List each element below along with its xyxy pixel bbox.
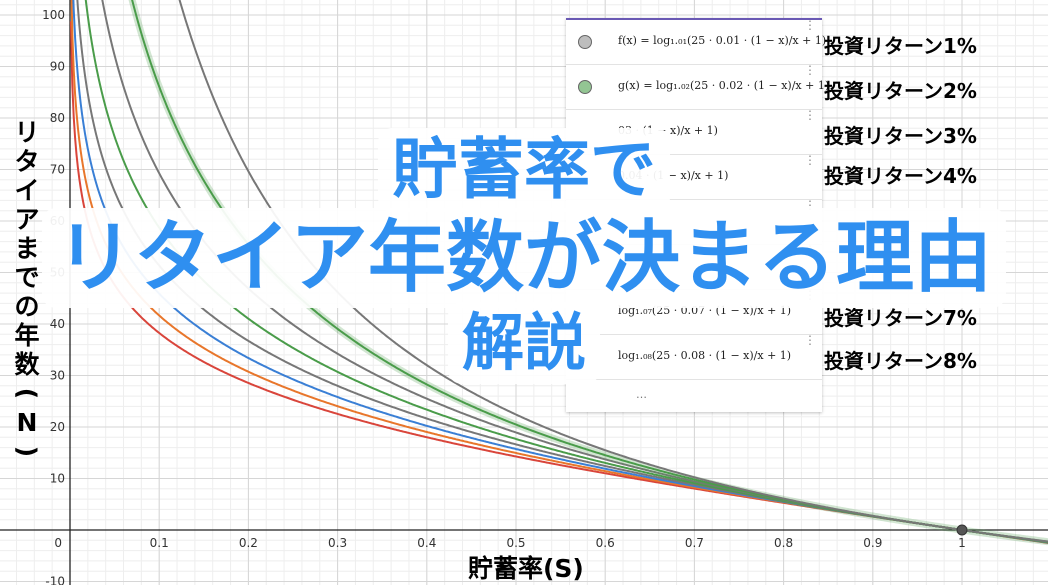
x-tick-label: 0.3 xyxy=(328,536,347,550)
y-tick-label: 70 xyxy=(50,163,65,177)
legend-item: 投資リターン2% xyxy=(824,79,977,103)
algebra-row[interactable]: f(x) = log₁.₀₁(25 · 0.01 · (1 − x)/x + 1… xyxy=(566,18,826,65)
y-tick-label: 40 xyxy=(50,317,65,331)
y-axis-label-char: ア xyxy=(14,205,40,234)
algebra-formula[interactable]: 0.04 · (1 − x)/x + 1) xyxy=(618,169,729,182)
y-tick-label: 90 xyxy=(50,60,65,74)
y-tick-label: -10 xyxy=(45,575,65,585)
algebra-input-placeholder[interactable]: … xyxy=(636,388,647,401)
x-tick-label: 0.6 xyxy=(596,536,615,550)
legend-item: 投資リターン8% xyxy=(824,349,977,373)
algebra-row[interactable]: g(x) = log₁.₀₂(25 · 0.02 · (1 − x)/x + 1… xyxy=(566,63,829,110)
row-menu-icon[interactable]: ⋮ xyxy=(804,288,816,302)
y-tick-label: 10 xyxy=(50,472,65,486)
legend-item: 投資リターン1% xyxy=(824,34,977,58)
x-tick-labels: 0 0.1 0.2 0.3 0.4 0.5 0.6 0.7 0.8 0.9 1 xyxy=(54,536,965,550)
y-axis-label-char: タ xyxy=(14,147,40,176)
y-axis-label-char: イ xyxy=(14,176,40,205)
y-tick-labels: -10 10 20 30 40 50 60 70 80 90 100 xyxy=(42,8,65,585)
legend-item: 投資リターン4% xyxy=(824,164,977,188)
algebra-formula[interactable]: 03 · (1 − x)/x + 1) xyxy=(618,124,718,137)
visibility-toggle-icon[interactable] xyxy=(578,35,592,49)
y-axis-label-char: ま xyxy=(14,234,40,263)
algebra-row[interactable]: ⋮ xyxy=(566,198,822,245)
y-axis-label-char: の xyxy=(14,292,40,321)
x-tick-label: 0.7 xyxy=(685,536,704,550)
legend-item: 投資リターン7% xyxy=(824,306,977,330)
row-menu-icon[interactable]: ⋮ xyxy=(804,18,816,32)
y-axis-label-char: N xyxy=(16,408,38,437)
y-tick-label: 30 xyxy=(50,369,65,383)
y-tick-label: 80 xyxy=(50,111,65,125)
y-axis-label-char: 数 xyxy=(14,350,40,379)
row-menu-icon[interactable]: ⋮ xyxy=(804,333,816,347)
y-axis-label-char: リ xyxy=(14,118,40,147)
algebra-row[interactable]: 0.04 · (1 − x)/x + 1) ⋮ xyxy=(566,153,822,200)
algebra-formula[interactable]: log₁.₀₈(25 · 0.08 · (1 − x)/x + 1) xyxy=(618,349,792,362)
x-tick-label: 0.5 xyxy=(506,536,525,550)
y-tick-label: 100 xyxy=(42,8,65,22)
y-tick-label: 60 xyxy=(50,214,65,228)
x-tick-label: 1 xyxy=(958,536,966,550)
x-tick-label: 0.1 xyxy=(150,536,169,550)
x-tick-label: 0.8 xyxy=(774,536,793,550)
row-menu-icon[interactable]: ⋮ xyxy=(804,63,816,77)
row-menu-icon[interactable]: ⋮ xyxy=(804,153,816,167)
x-tick-label: 0.2 xyxy=(239,536,258,550)
algebra-row[interactable]: log₁.₀₇(25 · 0.07 · (1 − x)/x + 1) ⋮ xyxy=(566,288,822,335)
x-axis-label: 貯蓄率(S) xyxy=(468,554,584,583)
point-marker-dot xyxy=(956,524,968,536)
algebra-formula[interactable]: log₁.₀₇(25 · 0.07 · (1 − x)/x + 1) xyxy=(618,304,792,317)
visibility-toggle-icon[interactable] xyxy=(578,80,592,94)
algebra-row[interactable]: log₁.₀₈(25 · 0.08 · (1 − x)/x + 1) ⋮ xyxy=(566,333,822,380)
algebra-panel[interactable]: f(x) = log₁.₀₁(25 · 0.01 · (1 − x)/x + 1… xyxy=(566,18,829,412)
algebra-formula[interactable]: f(x) = log₁.₀₁(25 · 0.01 · (1 − x)/x + 1… xyxy=(618,34,827,47)
y-axis-label-char: ( xyxy=(12,387,42,400)
legend-item: 投資リターン3% xyxy=(824,124,977,148)
y-axis-label-char: ) xyxy=(12,445,42,458)
point-marker xyxy=(956,524,968,536)
x-tick-label: 0 xyxy=(54,536,62,550)
y-axis-label: リタイアまでの年数 ( N) xyxy=(12,118,42,466)
x-tick-label: 0.4 xyxy=(417,536,436,550)
row-menu-icon[interactable]: ⋮ xyxy=(804,243,816,257)
y-axis-label-char: 年 xyxy=(14,321,40,350)
y-tick-label: 20 xyxy=(50,420,65,434)
row-menu-icon[interactable]: ⋮ xyxy=(804,108,816,122)
algebra-formula[interactable]: g(x) = log₁.₀₂(25 · 0.02 · (1 − x)/x + 1… xyxy=(618,79,830,92)
y-axis-label-char: で xyxy=(14,263,40,292)
y-tick-label: 50 xyxy=(50,266,65,280)
algebra-row[interactable]: 03 · (1 − x)/x + 1) ⋮ xyxy=(566,108,822,155)
row-menu-icon[interactable]: ⋮ xyxy=(804,198,816,212)
algebra-row[interactable]: ⋮ xyxy=(566,243,822,290)
x-tick-label: 0.9 xyxy=(863,536,882,550)
